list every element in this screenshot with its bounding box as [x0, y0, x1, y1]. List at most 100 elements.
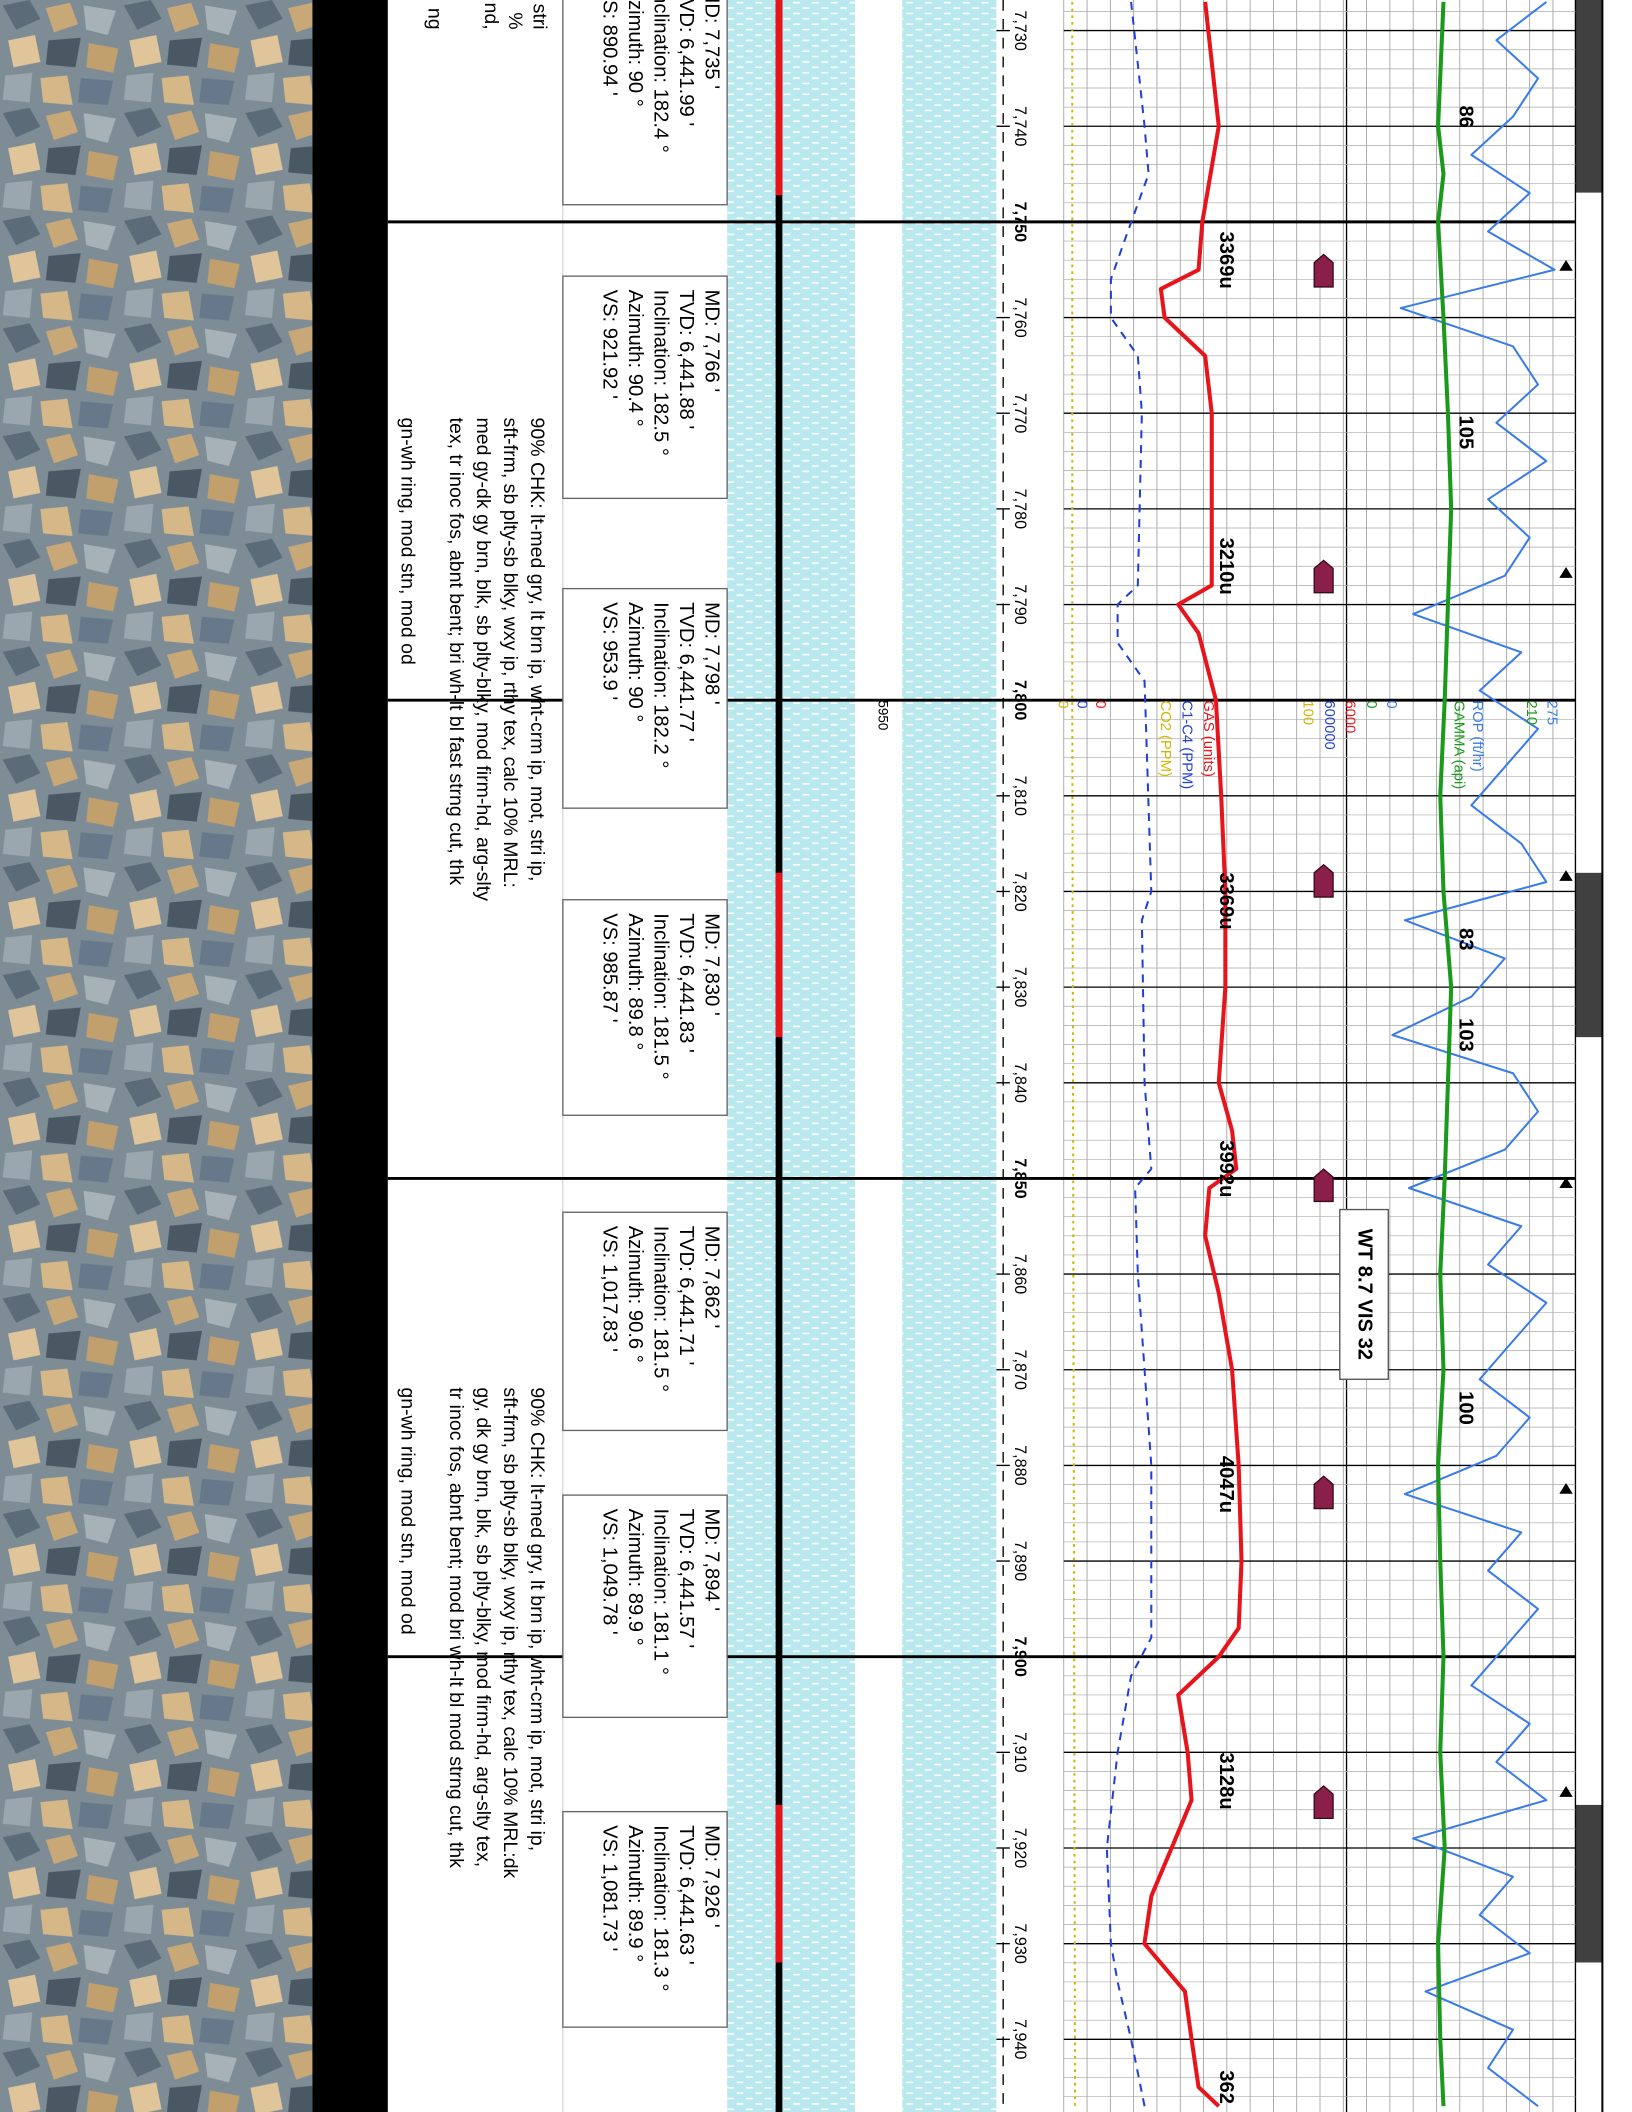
survey-line: TVD: 6,441.83 ': [675, 913, 697, 1053]
survey-line: Azimuth: 89.9 °: [624, 1825, 646, 1962]
side-bar: [1575, 1804, 1603, 1963]
scale-min: 0: [1092, 700, 1108, 708]
depth-label: 7,930: [1011, 1923, 1029, 1963]
depth-label: 7,940: [1011, 2019, 1029, 2059]
scale-max: 100: [1300, 700, 1316, 725]
scale-min: 0: [1055, 700, 1071, 708]
curve: [1142, 1, 1244, 2108]
survey-line: Azimuth: 90 °: [624, 0, 646, 107]
lithology-interval: [775, 872, 783, 1038]
depth-label: 7,740: [1011, 106, 1029, 146]
scale-min: 0: [1363, 700, 1379, 708]
description-line: med gy-dk gy brn, blk, sb plty-blky, mod…: [472, 418, 494, 902]
survey-line: Azimuth: 89.8 °: [624, 913, 646, 1050]
survey-line: VS: 985.87 ': [598, 913, 620, 1022]
survey-box: [562, 899, 728, 1116]
survey-line: TVD: 6,441.88 ': [675, 290, 697, 430]
annotation-box: [1339, 1208, 1389, 1380]
gamma-label: 86: [1455, 105, 1477, 127]
survey-line: Azimuth: 90.6 °: [624, 1226, 646, 1363]
cuttings-photo: [0, 0, 313, 2112]
gamma-label: 100: [1455, 1391, 1477, 1425]
survey-box: [562, 1211, 728, 1432]
depth-label: 7,900: [1011, 1636, 1029, 1676]
curve: [1105, 1, 1153, 2107]
survey-line: VS: 1,081.73 ': [598, 1825, 620, 1951]
depth-label: 7,730: [1011, 10, 1029, 50]
depth-label: 7,790: [1011, 584, 1029, 624]
legend-label: GAMMA (api): [1450, 700, 1466, 789]
survey-line: VS: 921.92 ': [598, 290, 620, 399]
survey-line: MD: 7,862 ': [701, 1226, 723, 1329]
gas-label: 3128u: [1215, 1752, 1237, 1809]
gas-label: 3210u: [1215, 538, 1237, 595]
depth-label: 7,770: [1011, 393, 1029, 433]
description-line: nd,: [480, 2, 502, 29]
survey-line: Azimuth: 90 °: [624, 602, 646, 722]
depth-label: 7,800: [1011, 680, 1029, 720]
tvd-marker: 5950: [875, 700, 890, 730]
legend-label: CO2 (PPM): [1157, 700, 1173, 777]
sample-marker: [1313, 863, 1334, 898]
sample-marker: [1313, 1785, 1334, 1820]
survey-line: VS: 1,049.78 ': [598, 1509, 620, 1635]
side-bar: [1575, 872, 1603, 1038]
curve: [1391, 1, 1556, 2108]
scale-min: 0: [1073, 700, 1089, 708]
description-line: sft-frm, sb plty-sb blky, wxy ip, rthy t…: [499, 1387, 521, 1878]
description-line: 90% CHK: lt-med gry, lt brn ip, wht-crm …: [526, 418, 548, 882]
side-bar: [1575, 0, 1603, 193]
black-band: [312, 0, 388, 2112]
description-line: gy, dk gy brn, blk, sb plty-blky, mod fi…: [472, 1387, 494, 1867]
survey-box: [562, 0, 728, 206]
lithology-centerline: [775, 0, 783, 2112]
survey-line: VS: 953.9 ': [598, 602, 620, 700]
scale-max: 275: [1543, 700, 1559, 725]
tick-marker: [1559, 1177, 1573, 1188]
survey-line: MD: 7,798 ': [701, 602, 723, 705]
tick-marker: [1559, 870, 1573, 881]
lithology-interval: [775, 0, 783, 196]
survey-line: TVD: 6,441.63 ': [675, 1825, 697, 1965]
description-line: 90% CHK: lt-med gry, lt brn ip, wht-crm …: [526, 1387, 548, 1851]
survey-line: Azimuth: 89.9 °: [624, 1509, 646, 1646]
scale-max: 6000: [1341, 700, 1357, 733]
survey-line: Azimuth: 90.4 °: [624, 290, 646, 427]
depth-label: 7,910: [1011, 1732, 1029, 1772]
lithology-interval: [775, 1804, 783, 1963]
sample-marker: [1313, 1168, 1334, 1203]
gas-label: 3369u: [1215, 872, 1237, 929]
survey-box: [562, 1494, 728, 1719]
lithology-track: [727, 0, 856, 2112]
survey-line: MD: 7,766 ': [701, 290, 723, 393]
scale-min: 0: [1383, 700, 1399, 708]
gas-label: 3369u: [1215, 232, 1237, 289]
survey-line: Inclination: 182.2 °: [649, 602, 671, 768]
survey-box: [562, 1810, 728, 2028]
description-line: ng: [423, 8, 445, 30]
sample-marker: [1313, 559, 1334, 594]
depth-label: 7,890: [1011, 1541, 1029, 1581]
survey-line: Inclination: 181.1 °: [649, 1509, 671, 1675]
depth-label: 7,860: [1011, 1254, 1029, 1294]
description-line: %: [504, 12, 526, 29]
lithology-track: [902, 0, 997, 2112]
survey-line: Inclination: 181.5 °: [649, 1226, 671, 1392]
description-line: gn-wh ring, mod stn, mod od: [396, 418, 418, 665]
gas-label: 362: [1215, 2070, 1237, 2104]
curve: [1436, 1, 1454, 2107]
sample-marker: [1313, 1475, 1334, 1510]
depth-label: 7,750: [1011, 202, 1029, 242]
depth-label: 7,880: [1011, 1445, 1029, 1485]
survey-line: MD: 7,894 ': [701, 1509, 723, 1612]
survey-line: VS: 1,017.83 ': [598, 1226, 620, 1352]
description-line: tex, tr inoc fos, abnt bent; bri wh-lt b…: [445, 418, 467, 886]
description-line: sft-frm, sb plty-sb blky, wxy ip, rthy t…: [499, 418, 521, 888]
annotation: WT 8.7 VIS 32: [1354, 1229, 1376, 1360]
survey-line: TVD: 6,441.71 ': [675, 1226, 697, 1366]
survey-line: Inclination: 181.5 °: [649, 913, 671, 1079]
survey-line: TVD: 6,441.99 ': [675, 0, 697, 126]
depth-label: 7,780: [1011, 489, 1029, 529]
